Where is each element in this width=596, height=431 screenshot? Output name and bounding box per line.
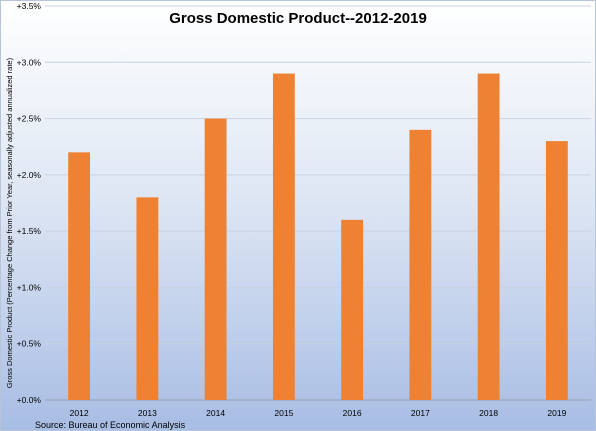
bar-2017 (409, 129, 432, 401)
x-tick-label: 2014 (206, 408, 225, 418)
bar-2013 (136, 197, 159, 400)
y-tick-label: +3.0% (17, 57, 42, 67)
x-tick-label: 2018 (479, 408, 498, 418)
x-tick-label: 2012 (70, 408, 89, 418)
x-tick-label: 2016 (343, 408, 362, 418)
bar-2018 (477, 73, 500, 401)
bar-2015 (272, 73, 295, 401)
bars (68, 73, 568, 401)
x-tick-label: 2019 (547, 408, 566, 418)
bar-2014 (204, 118, 227, 401)
x-axis-ticks: 2012 2013 2014 2015 2016 2017 2018 2019 (70, 408, 567, 418)
bar-2016 (341, 219, 364, 400)
x-tick-label: 2015 (274, 408, 293, 418)
y-axis-ticks: +0.0% +0.5% +1.0% +1.5% +2.0% +2.5% +3.0% +3.5% (17, 1, 42, 405)
y-tick-label: +0.5% (17, 339, 42, 349)
y-tick-label: +2.5% (17, 114, 42, 124)
source-note: Source: Bureau of Economic Analysis (35, 420, 186, 430)
bar-2019 (545, 141, 568, 401)
chart-title: Gross Domestic Product--2012-2019 (169, 10, 427, 27)
y-tick-label: +0.0% (17, 395, 42, 405)
y-tick-label: +1.0% (17, 282, 42, 292)
gridlines (45, 5, 591, 401)
x-tick-label: 2017 (411, 408, 430, 418)
x-tick-label: 2013 (138, 408, 157, 418)
y-axis-label: Gross Domestic Product (Percentage Chang… (5, 57, 14, 388)
y-tick-label: +2.0% (17, 170, 42, 180)
y-tick-label: +1.5% (17, 226, 42, 236)
bar-2012 (68, 152, 91, 400)
y-tick-label: +3.5% (17, 1, 42, 11)
